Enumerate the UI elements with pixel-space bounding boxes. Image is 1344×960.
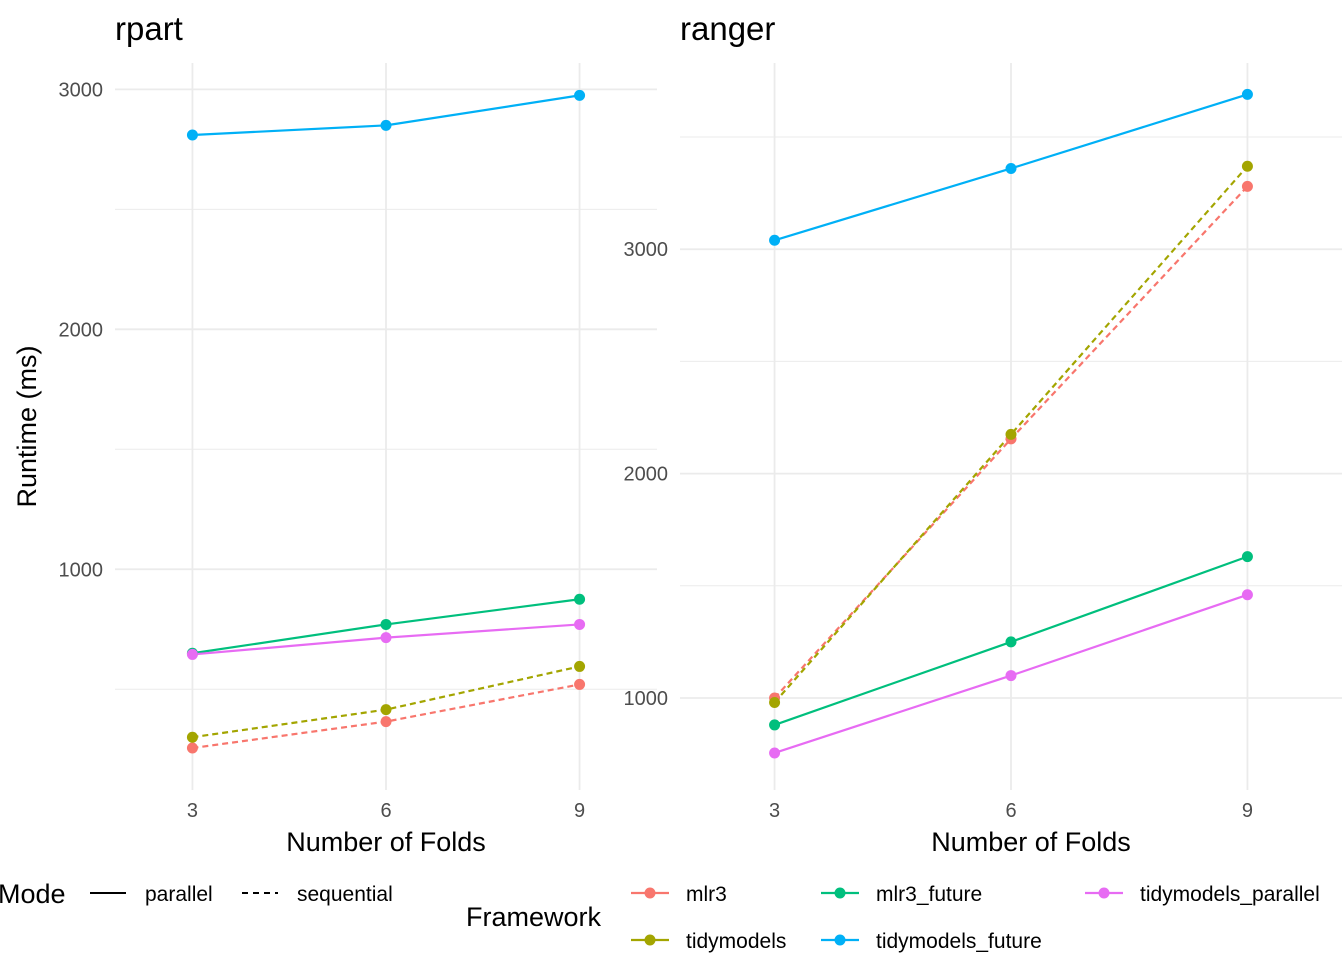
legend-label: tidymodels_future [876, 930, 1042, 953]
data-point-mlr3_future [574, 593, 586, 605]
x-tick-label: 9 [574, 800, 585, 822]
data-point-mlr3 [1241, 180, 1253, 192]
legend-item-mlr3: mlr3 [631, 883, 727, 906]
data-point-mlr3_future [769, 719, 781, 731]
framework-legend-title: Framework [466, 902, 602, 932]
y-tick-label: 1000 [624, 688, 669, 710]
y-tick-label: 1000 [59, 559, 104, 581]
y-tick-label: 3000 [624, 239, 669, 261]
data-point-tidymodels_future [1241, 88, 1253, 100]
x-tick-label: 6 [380, 800, 391, 822]
data-point-tidymodels_parallel [186, 648, 198, 660]
y-tick-label: 2000 [624, 464, 669, 486]
data-point-mlr3 [186, 742, 198, 754]
mode-legend-title: Mode [0, 879, 66, 909]
mode-label-sequential: sequential [297, 883, 393, 906]
legend-item-tidymodels: tidymodels [631, 930, 786, 953]
x-tick-label: 3 [187, 800, 198, 822]
legend-label: mlr3 [686, 883, 727, 906]
x-tick-label: 3 [769, 800, 780, 822]
panel-title: rpart [115, 10, 183, 47]
y-tick-label: 3000 [59, 79, 104, 101]
series-line-tidymodels [773, 165, 1249, 704]
data-point-tidymodels_future [380, 119, 392, 131]
data-point-tidymodels [574, 660, 586, 672]
data-point-tidymodels_parallel [769, 747, 781, 759]
data-point-tidymodels_parallel [380, 632, 392, 644]
data-point-tidymodels_future [574, 89, 586, 101]
data-point-mlr3_future [380, 618, 392, 630]
data-point-mlr3 [574, 678, 586, 690]
data-point-mlr3_future [1241, 551, 1253, 563]
legend-item-tidymodels_parallel: tidymodels_parallel [1085, 883, 1320, 906]
data-point-tidymodels [186, 731, 198, 743]
framework-legend: Framework mlr3 mlr3_future tidymodels_para… [466, 883, 1320, 953]
data-point-tidymodels_parallel [1241, 589, 1253, 601]
data-point-tidymodels_future [769, 234, 781, 246]
data-point-tidymodels_parallel [1005, 670, 1017, 682]
legend-key-point [834, 887, 846, 899]
panel-rpart: 1000 2000 3000 3 6 9 rpart Number of Folds Runti… [12, 10, 657, 857]
y-axis-title: Runtime (ms) [12, 345, 42, 507]
data-point-tidymodels [1241, 160, 1253, 172]
data-point-tidymodels_future [186, 129, 198, 141]
legend-item-mlr3_future: mlr3_future [821, 883, 982, 906]
legend-key-point [644, 934, 656, 946]
y-tick-label: 2000 [59, 319, 104, 341]
legend-label: tidymodels [686, 930, 786, 953]
x-tick-label: 9 [1242, 800, 1253, 822]
panel-ranger: 1000 2000 3000 3 6 9 ranger Number of Folds [624, 10, 1342, 857]
x-tick-label: 6 [1005, 800, 1016, 822]
x-axis-title: Number of Folds [931, 827, 1131, 857]
legend-item-tidymodels_future: tidymodels_future [821, 930, 1042, 953]
data-point-tidymodels_future [1005, 162, 1017, 174]
legend-label: tidymodels_parallel [1140, 883, 1320, 906]
data-point-tidymodels [769, 696, 781, 708]
data-point-tidymodels_parallel [574, 618, 586, 630]
panel-title: ranger [680, 10, 775, 47]
data-point-tidymodels [380, 704, 392, 716]
legend-key-point [1098, 887, 1110, 899]
legend-key-point [834, 934, 846, 946]
data-point-tidymodels [1005, 428, 1017, 440]
data-point-mlr3_future [1005, 636, 1017, 648]
legend-key-point [644, 887, 656, 899]
data-point-mlr3 [380, 716, 392, 728]
legend-label: mlr3_future [876, 883, 982, 906]
mode-label-parallel: parallel [145, 883, 213, 906]
mode-legend: Mode parallel sequential [0, 879, 393, 909]
x-axis-title: Number of Folds [286, 827, 486, 857]
